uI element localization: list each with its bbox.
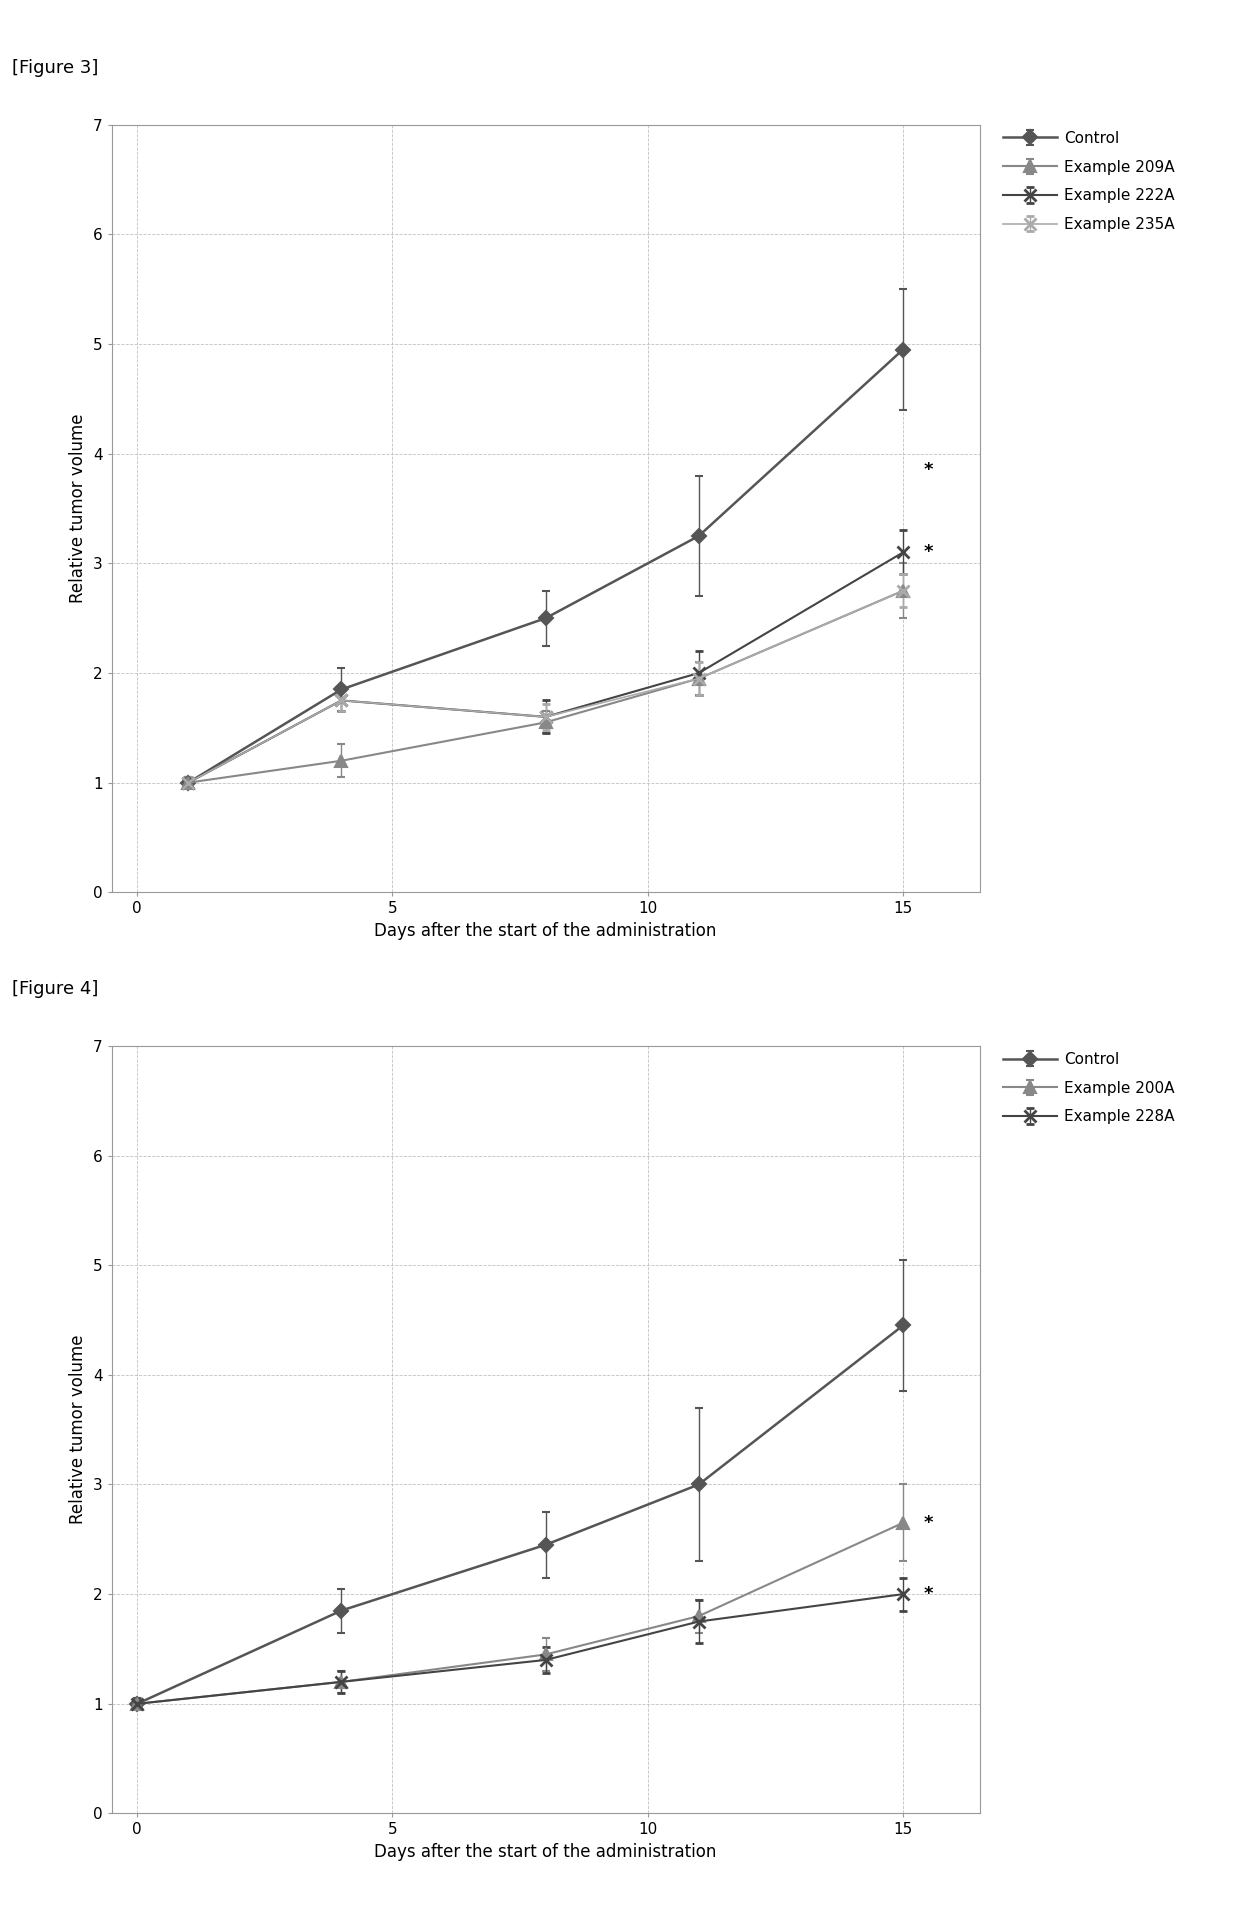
Y-axis label: Relative tumor volume: Relative tumor volume [69, 415, 87, 603]
Y-axis label: Relative tumor volume: Relative tumor volume [69, 1336, 87, 1524]
Legend: Control, Example 200A, Example 228A: Control, Example 200A, Example 228A [997, 1046, 1180, 1130]
Text: *: * [924, 461, 932, 480]
X-axis label: Days after the start of the administration: Days after the start of the administrati… [374, 1842, 717, 1861]
Text: *: * [924, 1585, 932, 1602]
Text: [Figure 3]: [Figure 3] [12, 59, 99, 77]
Text: [Figure 4]: [Figure 4] [12, 981, 99, 998]
Legend: Control, Example 209A, Example 222A, Example 235A: Control, Example 209A, Example 222A, Exa… [997, 125, 1180, 238]
Text: *: * [924, 543, 932, 562]
X-axis label: Days after the start of the administration: Days after the start of the administrati… [374, 921, 717, 940]
Text: *: * [924, 1514, 932, 1531]
